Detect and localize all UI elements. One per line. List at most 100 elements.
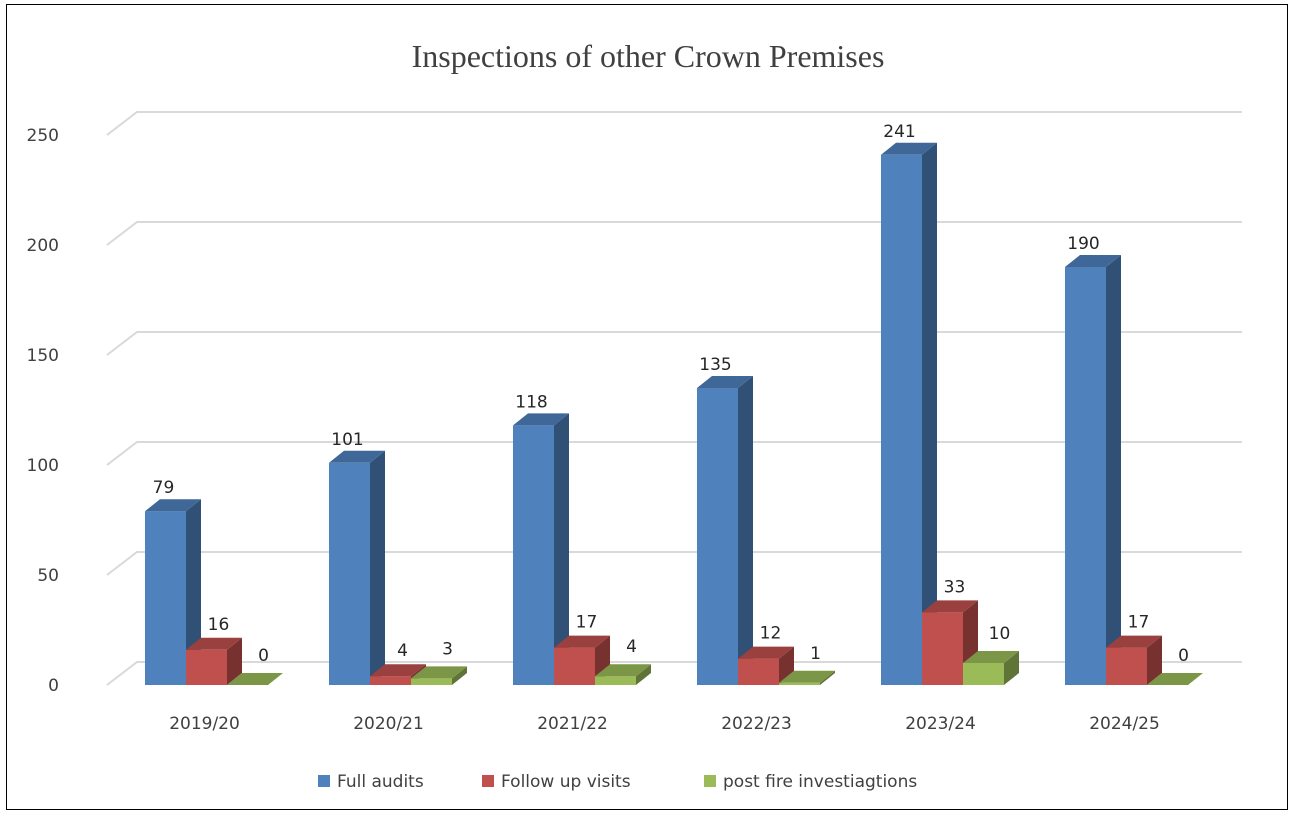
legend-item: Full audits (318, 772, 424, 792)
data-label: 3 (442, 639, 453, 659)
data-label: 101 (331, 430, 363, 450)
data-label: 17 (1128, 613, 1150, 633)
legend: Full audits Follow up visits post fire inv… (318, 772, 917, 792)
bar-side (1147, 635, 1162, 685)
bar-front (881, 154, 922, 686)
bar-top (697, 376, 753, 388)
bar-front (779, 682, 820, 685)
legend-swatch (704, 775, 716, 787)
gridline (106, 551, 1242, 576)
bar-side (738, 376, 753, 685)
bars (145, 142, 1203, 686)
chart: Inspections of other Crown Premises 79 16… (27, 38, 1242, 792)
x-tick-label: 2024/25 (1089, 714, 1160, 734)
bar (186, 637, 242, 685)
bar-top (186, 637, 242, 650)
y-tick-label: 150 (27, 346, 59, 366)
data-label: 241 (883, 122, 915, 142)
gridlines (106, 111, 1242, 686)
bar (738, 646, 794, 685)
data-label: 33 (944, 577, 966, 597)
y-tick-label: 50 (37, 566, 59, 586)
data-label: 10 (989, 624, 1011, 644)
bar (227, 673, 283, 685)
y-tick-label: 100 (27, 456, 59, 476)
data-label: 79 (153, 478, 175, 498)
bar-top (1106, 635, 1162, 648)
bar (329, 450, 385, 685)
bar-top (1065, 255, 1121, 267)
bar-top (963, 651, 1019, 663)
bar (881, 142, 937, 686)
bar-front (554, 647, 595, 685)
bar (145, 499, 201, 685)
data-label: 16 (208, 615, 230, 635)
bar (697, 376, 753, 685)
bar-front (411, 678, 452, 685)
gridline (106, 441, 1242, 466)
bar-top (329, 450, 385, 463)
bar (1106, 635, 1162, 685)
data-label: 12 (760, 624, 782, 644)
legend-label: Full audits (337, 772, 424, 792)
bar-front (595, 676, 636, 685)
x-tick-label: 2021/22 (537, 714, 608, 734)
bar-side (922, 142, 937, 686)
bar (779, 670, 835, 685)
x-tick-label: 2022/23 (721, 714, 792, 734)
bar-side (554, 413, 569, 685)
bar (595, 664, 651, 685)
bar-top (881, 142, 937, 155)
x-tick-label: 2023/24 (905, 714, 976, 734)
y-tick-label: 250 (27, 126, 59, 146)
bar-front (145, 511, 186, 685)
y-tick-label: 0 (48, 676, 59, 696)
legend-label: post fire investiagtions (723, 772, 917, 792)
data-label: 1 (810, 644, 821, 664)
bar-front (1106, 647, 1147, 685)
data-label: 17 (576, 613, 598, 633)
data-labels: 79 16 0 101 4 3 118 17 4 135 12 1 241 33 10 190 17 0 (153, 122, 1189, 666)
bar (411, 666, 467, 685)
gridline (106, 661, 1242, 686)
bar-side (820, 670, 835, 685)
chart-frame: Inspections of other Crown Premises 79 16… (6, 4, 1288, 810)
data-label: 118 (515, 392, 547, 412)
bar-top (554, 635, 610, 648)
chart-title: Inspections of other Crown Premises (412, 38, 885, 74)
gridline (106, 221, 1242, 246)
legend-item: post fire investiagtions (704, 772, 917, 792)
data-label: 4 (397, 641, 408, 661)
bar-front (922, 612, 963, 685)
data-label: 0 (1178, 646, 1189, 666)
bar-front (738, 658, 779, 685)
bar-top (227, 673, 283, 685)
gridline (106, 111, 1242, 136)
bar-top (595, 664, 651, 677)
legend-swatch (318, 775, 330, 787)
legend-item: Follow up visits (482, 772, 631, 792)
y-tick-label: 200 (27, 236, 59, 256)
bar-side (452, 666, 467, 685)
bar (963, 651, 1019, 685)
bar-front (329, 462, 370, 685)
bar-front (1065, 267, 1106, 685)
data-label: 4 (626, 637, 637, 657)
bar-front (186, 649, 227, 685)
data-label: 0 (258, 646, 269, 666)
bar-side (1004, 651, 1019, 685)
bar (513, 413, 569, 685)
bar-side (370, 450, 385, 685)
bar-front (963, 663, 1004, 685)
legend-label: Follow up visits (501, 772, 631, 792)
bar (1147, 673, 1203, 685)
bar (1065, 255, 1121, 685)
bar (554, 635, 610, 685)
bar-top (1147, 673, 1203, 685)
bar-top (370, 664, 426, 677)
bar-top (411, 666, 467, 679)
bar-front (370, 676, 411, 685)
bar-top (779, 670, 835, 683)
bar-front (697, 388, 738, 685)
